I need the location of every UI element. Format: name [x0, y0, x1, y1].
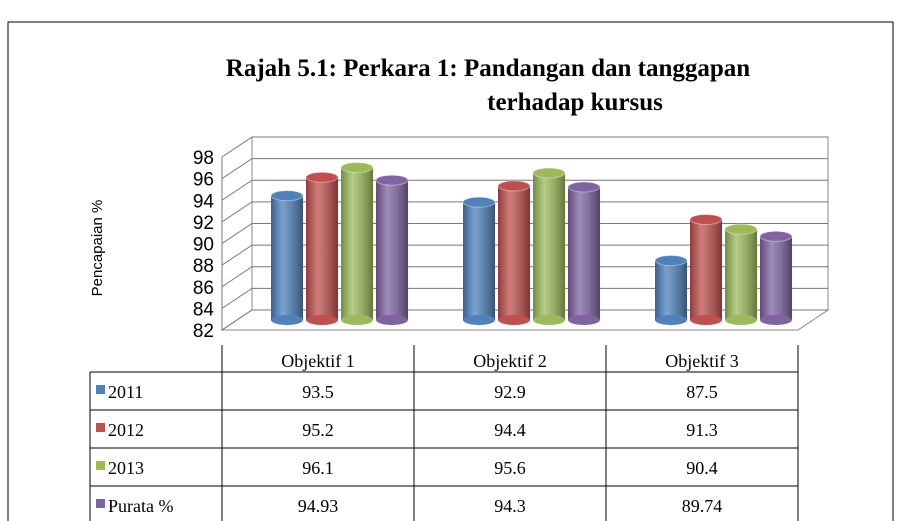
bar — [689, 213, 723, 325]
table-value: 94.93 — [298, 496, 339, 516]
table-value: 95.6 — [494, 458, 526, 478]
y-tick-label: 82 — [193, 321, 214, 342]
bar — [532, 167, 566, 325]
bar-bottom — [760, 315, 792, 325]
grid-line — [221, 158, 828, 180]
legend-swatch — [96, 461, 105, 470]
grid-line — [221, 266, 828, 288]
bar-shade — [655, 260, 687, 320]
bar — [567, 181, 601, 325]
bar-shade — [760, 236, 792, 320]
x-tick-label: Objektif 1 — [281, 351, 355, 371]
table-value: 91.3 — [686, 420, 718, 440]
bar-bottom — [306, 315, 338, 325]
bar-bottom — [725, 315, 757, 325]
bar-top — [654, 255, 688, 267]
legend-swatch — [96, 385, 105, 394]
legend-swatch — [96, 499, 105, 508]
y-tick-label: 88 — [193, 256, 214, 277]
y-tick-label: 92 — [193, 213, 214, 234]
y-tick-label: 90 — [193, 235, 214, 256]
grid-line — [221, 244, 828, 266]
bar-top — [724, 223, 758, 235]
bar — [759, 230, 793, 325]
bar-top — [270, 190, 304, 202]
table-value: 94.3 — [494, 496, 526, 516]
bar-bottom — [376, 315, 408, 325]
bar-shade — [533, 172, 565, 320]
table-value: 92.9 — [494, 382, 526, 402]
table-value: 89.74 — [682, 496, 723, 516]
bar-bottom — [341, 315, 373, 325]
grid-line — [221, 223, 828, 244]
bar-top — [340, 162, 374, 174]
bar-top — [497, 180, 531, 192]
table-value: 93.5 — [302, 382, 334, 402]
legend-label: 2013 — [108, 458, 144, 478]
bar-shade — [463, 202, 495, 320]
bar-shade — [568, 187, 600, 320]
table-value: 90.4 — [686, 458, 718, 478]
bar-top — [567, 181, 601, 193]
bar — [270, 190, 304, 325]
bar-bottom — [271, 315, 303, 325]
grid-line — [221, 136, 828, 158]
legend-label: 2011 — [108, 382, 143, 402]
grid-line — [221, 179, 828, 201]
bar — [724, 223, 758, 325]
bar-bottom — [690, 315, 722, 325]
bar-top — [375, 174, 409, 186]
bar — [497, 180, 531, 325]
table-value: 94.4 — [494, 420, 526, 440]
bar — [654, 255, 688, 325]
y-tick-label: 86 — [193, 278, 214, 299]
table-value: 96.1 — [302, 458, 334, 478]
bar — [305, 171, 339, 325]
chart-frame — [7, 21, 894, 521]
bar-bottom — [655, 315, 687, 325]
bar-top — [532, 167, 566, 179]
bar-shade — [271, 195, 303, 320]
x-tick-label: Objektif 2 — [473, 351, 547, 371]
bar-shade — [376, 180, 408, 320]
bar-bottom — [498, 315, 530, 325]
grid-line — [221, 309, 828, 331]
bar-top — [689, 213, 723, 225]
bar — [375, 174, 409, 325]
chart-title: Rajah 5.1: Perkara 1: Pandangan dan tang… — [226, 55, 750, 82]
bar-shade — [341, 167, 373, 320]
bar-shade — [690, 219, 722, 320]
bar-top — [759, 230, 793, 242]
bar-bottom — [568, 315, 600, 325]
bar-top — [305, 171, 339, 183]
chart-title: terhadap kursus — [487, 89, 663, 116]
y-tick-label: 94 — [193, 191, 215, 212]
bar-bottom — [463, 315, 495, 325]
y-axis-label: Pencapaian % — [89, 200, 106, 297]
bar — [462, 196, 496, 325]
y-tick-label: 96 — [193, 170, 214, 191]
legend-label: Purata % — [108, 496, 173, 516]
bar-top — [462, 196, 496, 208]
legend-label: 2012 — [108, 420, 144, 440]
bar — [340, 162, 374, 325]
grid-line — [221, 287, 828, 309]
x-tick-label: Objektif 3 — [665, 351, 739, 371]
table-value: 87.5 — [686, 382, 718, 402]
bar-shade — [306, 177, 338, 320]
bar-bottom — [533, 315, 565, 325]
bar-shade — [725, 229, 757, 320]
y-tick-label: 84 — [193, 299, 215, 320]
legend-swatch — [96, 423, 105, 432]
bar-shade — [498, 185, 530, 320]
grid-line — [221, 201, 828, 223]
y-tick-label: 98 — [193, 148, 214, 169]
table-value: 95.2 — [302, 420, 334, 440]
